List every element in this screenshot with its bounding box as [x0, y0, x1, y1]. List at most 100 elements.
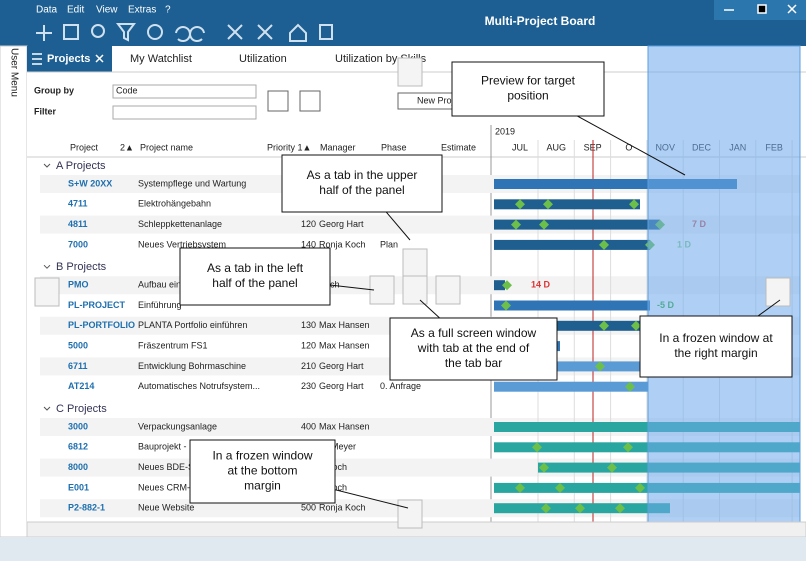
group-label[interactable]: C Projects: [56, 403, 107, 415]
project-code[interactable]: AT214: [68, 381, 94, 391]
manager: Max Hansen: [319, 421, 370, 431]
project-name: Neues BDE-S: [138, 462, 194, 472]
milestone: [599, 239, 609, 250]
callout-text: In a frozen window at: [659, 331, 773, 345]
tab-label[interactable]: My Watchlist: [130, 53, 192, 65]
project-code[interactable]: S+W 20XX: [68, 178, 112, 188]
priority: 210: [301, 361, 316, 371]
milestone: [515, 482, 525, 493]
project-code[interactable]: E001: [68, 482, 89, 492]
callout-box: [389, 317, 558, 381]
column-header[interactable]: Estimate: [441, 142, 476, 152]
milestone: [595, 361, 605, 372]
project-code[interactable]: 3000: [68, 421, 88, 431]
milestone: [543, 199, 553, 210]
settings-button[interactable]: [299, 90, 321, 112]
gantt-bar: [494, 422, 800, 432]
column-header[interactable]: Project name: [140, 142, 193, 152]
milestone: [615, 503, 625, 514]
tab-label[interactable]: Projects: [47, 53, 90, 65]
column-header[interactable]: Phase: [381, 142, 407, 152]
milestone: [515, 199, 525, 210]
group-label[interactable]: B Projects: [56, 261, 107, 273]
column-header[interactable]: 2▲: [120, 142, 134, 152]
project-code[interactable]: 6711: [68, 361, 88, 371]
manager: Max Hansen: [319, 320, 370, 330]
project-name: PLANTA Portfolio einführen: [138, 320, 247, 330]
column-header[interactable]: Manager: [320, 142, 356, 152]
project-name: Bauprojekt -: [138, 442, 187, 452]
milestone: [555, 482, 565, 493]
new-button-label: New Proj: [417, 95, 454, 105]
month-label: JUL: [512, 142, 528, 152]
manager: Georg Hart: [319, 361, 364, 371]
callout-text: Preview for target: [481, 74, 576, 88]
gantt-bar: [494, 482, 800, 493]
milestone: [539, 219, 549, 230]
menu-item[interactable]: Data: [36, 5, 58, 16]
group-by-value: Code: [116, 85, 138, 95]
callout-box: [179, 247, 331, 306]
callout-text: half of the panel: [212, 276, 297, 290]
refresh-button[interactable]: [267, 90, 289, 112]
milestone: [575, 503, 585, 514]
side-menu[interactable]: [0, 45, 28, 538]
project-code[interactable]: PL-PROJECT: [68, 300, 126, 310]
project-code[interactable]: PMO: [68, 280, 89, 290]
dock-target[interactable]: [402, 248, 428, 278]
group-label[interactable]: A Projects: [56, 160, 106, 172]
gantt-label: 14 D: [531, 280, 551, 290]
menu-item[interactable]: View: [96, 5, 118, 16]
manager: olf Meyer: [319, 442, 356, 452]
gantt-bar: [494, 320, 648, 331]
project-name: Verpackungsanlage: [138, 421, 217, 431]
window-title: Multi-Project Board: [485, 14, 596, 28]
callout-text: As a full screen window: [411, 326, 537, 340]
project-name: Schleppkettenanlage: [138, 219, 222, 229]
project-code[interactable]: PL-PORTFOLIO: [68, 320, 135, 330]
priority: 120: [301, 340, 316, 350]
milestone: [532, 442, 542, 453]
manager: Georg Hart: [319, 381, 364, 391]
milestone: [629, 199, 639, 210]
menu-item[interactable]: Extras: [128, 5, 156, 16]
project-name: Neues CRM-S: [138, 482, 196, 492]
priority: 500: [301, 503, 316, 513]
milestone: [541, 503, 551, 514]
group-by-select[interactable]: [112, 84, 257, 99]
filter-select[interactable]: [112, 105, 257, 120]
project-code[interactable]: 8000: [68, 462, 88, 472]
project-code[interactable]: 4711: [68, 199, 88, 209]
phase: Plan: [380, 239, 398, 249]
project-name: Fräszentrum FS1: [138, 340, 208, 350]
manager: Ronja Koch: [319, 239, 366, 249]
column-header[interactable]: Priority 1▲: [267, 142, 311, 152]
gantt-bar: [494, 219, 660, 230]
callout-box: [451, 61, 605, 117]
gantt-bar: [494, 280, 505, 291]
project-code[interactable]: 7000: [68, 239, 88, 249]
callout-text: margin: [244, 479, 281, 493]
gantt-bar: [494, 361, 648, 372]
tab-label[interactable]: Utilization: [239, 53, 287, 65]
project-code[interactable]: 5000: [68, 340, 88, 350]
dock-target[interactable]: [402, 275, 428, 305]
milestone: [625, 381, 635, 392]
menu-item[interactable]: Edit: [67, 5, 84, 16]
project-code[interactable]: 4811: [68, 219, 88, 229]
project-code[interactable]: 6812: [68, 442, 88, 452]
dock-target[interactable]: [397, 499, 423, 529]
dock-target[interactable]: [435, 275, 461, 305]
column-header[interactable]: Project: [70, 142, 99, 152]
filter-label: Filter: [34, 106, 57, 116]
manager: Ronja Koch: [319, 503, 366, 513]
project-name: Aufbau ein: [138, 280, 181, 290]
project-name: Neue Website: [138, 503, 194, 513]
project-code[interactable]: P2-882-1: [68, 503, 105, 513]
callout-box: [189, 439, 336, 504]
menu-item[interactable]: ?: [165, 5, 171, 16]
dock-target[interactable]: [397, 57, 423, 87]
priority: 140: [301, 239, 316, 249]
dock-target[interactable]: [34, 277, 60, 307]
